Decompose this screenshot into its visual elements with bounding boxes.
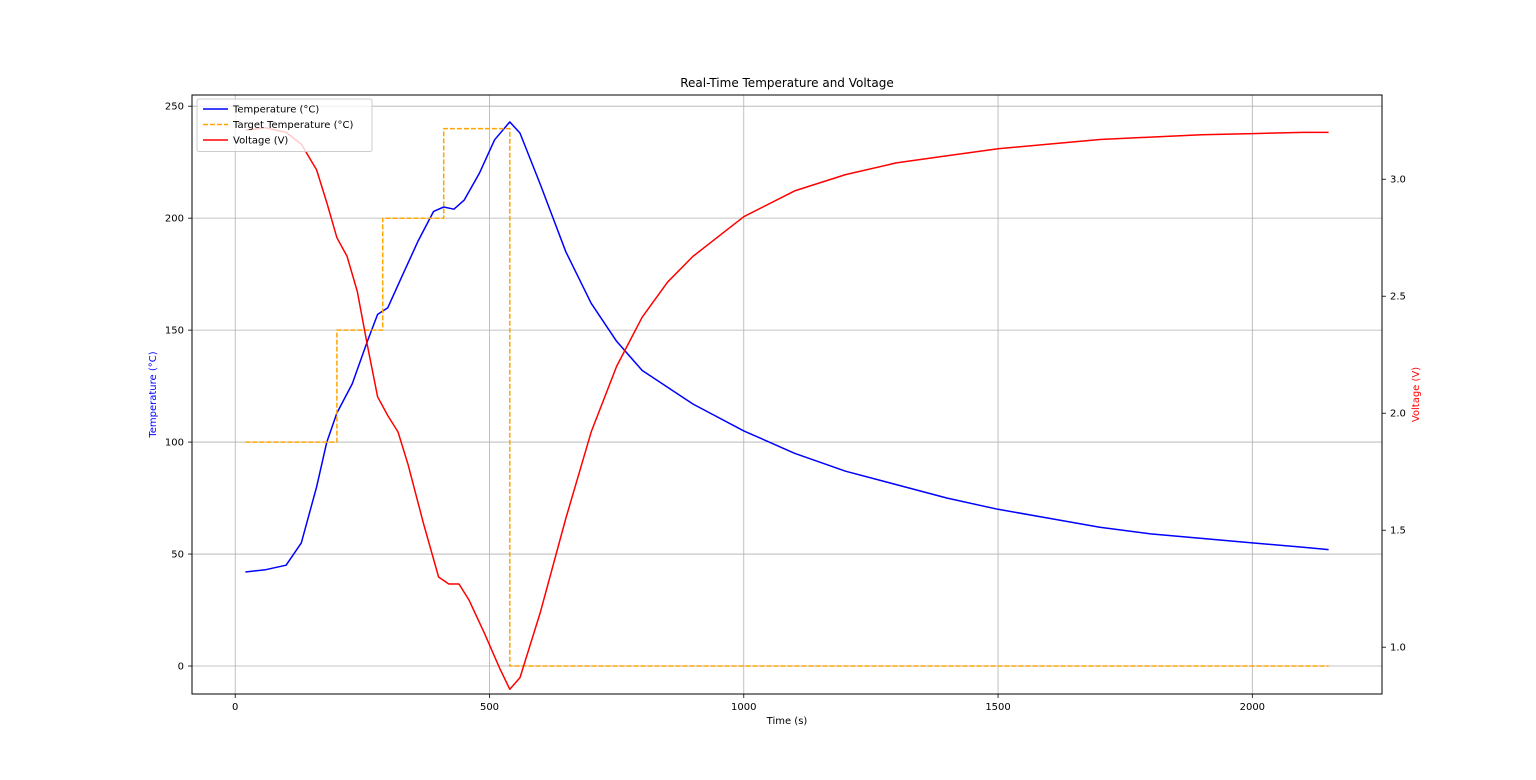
right-y-axis-label: Voltage (V) <box>1411 367 1422 422</box>
left-y-tick-label-0: 0 <box>178 662 184 673</box>
x-tick-label-2: 1000 <box>731 702 756 713</box>
chart-title: Real-Time Temperature and Voltage <box>680 76 894 90</box>
x-axis-ticks: 0 500 1000 1500 2000 <box>232 694 1265 713</box>
right-y-tick-label-4: 3.0 <box>1390 175 1406 186</box>
left-y-tick-label-5: 250 <box>165 102 184 113</box>
right-y-tick-label-3: 2.5 <box>1390 292 1406 303</box>
grid <box>192 95 1382 694</box>
right-y-tick-label-1: 1.5 <box>1390 526 1406 537</box>
series-line-target <box>245 127 1329 667</box>
right-y-tick-label-2: 2.0 <box>1390 409 1406 420</box>
left-y-axis-label: Temperature (°C) <box>148 351 159 438</box>
left-y-axis-ticks: 0 50 100 150 200 250 <box>165 102 192 673</box>
x-tick-label-3: 1500 <box>985 702 1010 713</box>
legend-label-voltage: Voltage (V) <box>233 136 288 147</box>
legend-label-target: Target Temperature (°C) <box>232 120 354 131</box>
series-group <box>245 121 1329 691</box>
left-y-tick-label-3: 150 <box>165 326 184 337</box>
legend-label-temperature: Temperature (°C) <box>232 105 319 116</box>
x-tick-label-0: 0 <box>232 702 238 713</box>
legend-box <box>196 98 373 152</box>
series-line-voltage <box>245 127 1329 691</box>
legend: Temperature (°C) Target Temperature (°C) V… <box>196 98 373 152</box>
series-line-temperature <box>245 121 1329 573</box>
plot-frame <box>191 94 1383 695</box>
left-y-tick-label-1: 50 <box>171 550 184 561</box>
x-tick-label-4: 2000 <box>1240 702 1265 713</box>
x-axis-label: Time (s) <box>766 716 808 727</box>
left-y-tick-label-2: 100 <box>165 438 184 449</box>
right-y-tick-label-0: 1.0 <box>1390 643 1406 654</box>
left-y-tick-label-4: 200 <box>165 214 184 225</box>
right-y-axis-ticks: 1.0 1.5 2.0 2.5 3.0 <box>1382 175 1406 654</box>
x-tick-label-1: 500 <box>480 702 499 713</box>
